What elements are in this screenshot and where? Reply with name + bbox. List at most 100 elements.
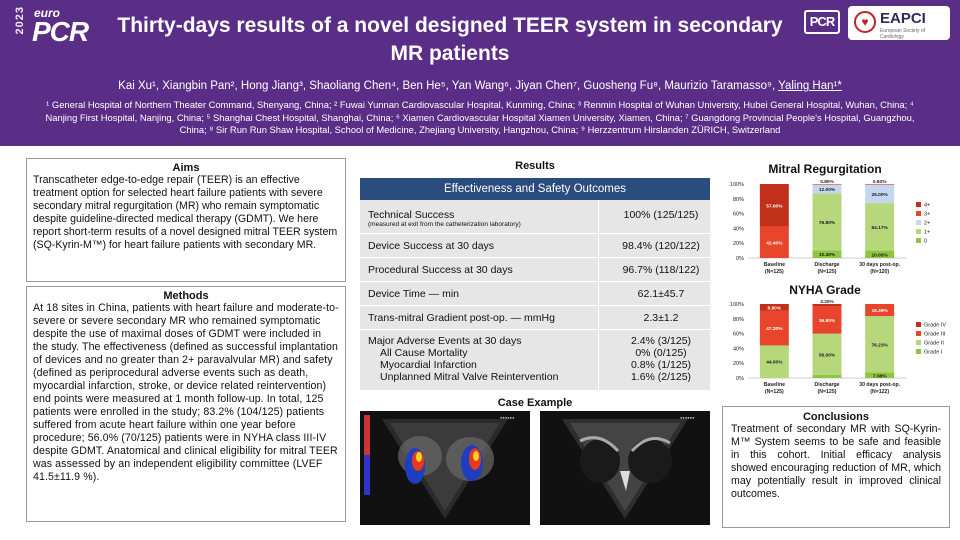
x-tick-label: (N=122): [870, 389, 889, 395]
legend-label: 0: [924, 239, 927, 245]
echo-image-doppler: ●●●●●●: [360, 411, 530, 525]
row-label: Device Success at 30 days: [368, 240, 495, 252]
logo-euro: euro: [34, 6, 61, 20]
legend-label: Grade II: [924, 341, 944, 347]
bar-segment: [865, 250, 895, 258]
row-label: Major Adverse Events at 30 days: [368, 335, 522, 347]
x-tick-label: (N=125): [765, 269, 784, 275]
data-label: 7.38%: [873, 373, 887, 379]
mae-item-value: 0.8% (1/125): [630, 359, 692, 371]
outcomes-table-header: Effectiveness and Safety Outcomes: [360, 178, 710, 200]
methods-panel: Methods At 18 sites in China, patients w…: [26, 286, 346, 522]
legend-label: 2+: [924, 221, 930, 227]
bar-segment: [759, 184, 789, 227]
data-label: 56.00%: [819, 352, 836, 358]
logo-year: 2023: [14, 6, 26, 35]
table-row: Procedural Success at 30 days 96.7% (118…: [360, 258, 710, 282]
data-label: 0.83%: [873, 179, 887, 185]
data-label: 42.40%: [766, 240, 783, 246]
data-label: 8.80%: [768, 305, 782, 311]
row-value: 96.7% (118/122): [622, 264, 700, 276]
legend-swatch: [916, 211, 921, 216]
legend-label: Grade IV: [924, 323, 946, 329]
nyha-stacked-bar-chart: 0% 20% 40% 60% 80% 100% 44.00% 47.20% 8.80% Basel…: [730, 299, 946, 395]
y-tick-label: 100%: [730, 302, 744, 308]
data-label: 64.17%: [872, 225, 889, 231]
table-row: Technical Success (measured at exit from …: [360, 200, 710, 234]
table-row: Device Time — min 62.1±45.7: [360, 282, 710, 306]
row-label: Procedural Success at 30 days: [368, 264, 513, 276]
bar-segment: [759, 310, 789, 346]
bar-segment: [812, 184, 842, 194]
bar-segment: [759, 345, 789, 378]
corresponding-author: Yaling Han¹*: [778, 80, 842, 92]
row-value: 100% (125/125): [623, 209, 699, 221]
methods-title: Methods: [163, 290, 209, 302]
y-tick-label: 80%: [733, 197, 744, 203]
y-tick-label: 60%: [733, 212, 744, 218]
bar-segment: [865, 316, 895, 373]
bar-segment: [812, 333, 842, 376]
table-row: Device Success at 30 days 98.4% (120/122…: [360, 234, 710, 258]
y-tick-label: 80%: [733, 317, 744, 323]
legend-swatch: [916, 340, 921, 345]
bar-segment: [812, 375, 842, 378]
row-value: 98.4% (120/122): [622, 240, 700, 252]
legend-swatch: [916, 349, 921, 354]
data-label: 25.00%: [872, 192, 889, 198]
bar-segment: [812, 193, 842, 251]
data-label: 47.20%: [766, 326, 783, 332]
bar-segment: [865, 203, 895, 251]
affiliations: ¹ General Hospital of Northern Theater C…: [45, 99, 915, 135]
legend-swatch: [916, 202, 921, 207]
poster-title: Thirty-days results of a novel designed …: [117, 14, 783, 65]
x-tick-label: (N=125): [818, 389, 837, 395]
author-list: Kai Xu¹, Xiangbin Pan², Hong Jiang³, Sha…: [118, 80, 779, 92]
data-label: 44.00%: [766, 360, 783, 366]
eapci-logo-subtext: European Society of Cardiology: [880, 28, 926, 40]
echo-image-grayscale: ●●●●●●: [540, 411, 710, 525]
y-tick-label: 100%: [730, 182, 744, 188]
x-tick-label: Baseline: [764, 262, 785, 268]
bar-segment: [759, 226, 789, 258]
table-row: Major Adverse Events at 30 days 2.4% (3/…: [360, 330, 710, 390]
x-tick-label: Baseline: [764, 382, 785, 388]
bar-segment: [865, 304, 895, 317]
outcomes-table: Effectiveness and Safety Outcomes Techni…: [360, 178, 710, 390]
row-value: 2.3±1.2: [643, 312, 679, 324]
data-label: 57.60%: [766, 203, 783, 209]
bar-segment: [865, 184, 895, 204]
row-value: 2.4% (3/125): [630, 335, 692, 347]
eapci-logo-text: EAPCI: [880, 10, 926, 27]
mae-item-value: 1.6% (2/125): [630, 371, 692, 383]
data-label: 10.40%: [819, 252, 836, 258]
x-tick-label: Discharge: [814, 262, 839, 268]
data-label: 0.80%: [820, 179, 834, 185]
y-tick-label: 0%: [736, 256, 744, 262]
bar-segment: [812, 184, 842, 185]
heart-icon: ♥: [854, 11, 876, 33]
data-label: 3.20%: [820, 299, 834, 305]
conclusions-panel: Conclusions Treatment of secondary MR wi…: [722, 406, 950, 528]
row-value: 62.1±45.7: [637, 288, 685, 300]
aims-panel: Aims Transcatheter edge-to-edge repair (…: [26, 158, 346, 282]
bar-segment: [812, 250, 842, 258]
row-label: Device Time — min: [368, 288, 460, 300]
y-tick-label: 40%: [733, 346, 744, 352]
x-tick-label: Discharge: [814, 382, 839, 388]
methods-text: At 18 sites in China, patients with hear…: [33, 302, 339, 483]
legend-swatch: [916, 322, 921, 327]
logo-pcr: PCR: [32, 16, 89, 47]
row-label-text: Technical Success: [368, 209, 455, 221]
data-label: 16.39%: [872, 308, 889, 314]
legend-swatch: [916, 238, 921, 243]
results-title: Results: [515, 160, 555, 172]
echo-image-graphic: ●●●●●●: [360, 411, 530, 525]
bar-segment: [865, 184, 895, 185]
svg-text:●●●●●●: ●●●●●●: [680, 415, 695, 420]
y-tick-label: 20%: [733, 361, 744, 367]
nyha-chart-title: NYHA Grade: [789, 283, 861, 297]
legend-label: Grade III: [924, 332, 946, 338]
bar-segment: [865, 372, 895, 378]
conclusions-title: Conclusions: [802, 411, 869, 423]
